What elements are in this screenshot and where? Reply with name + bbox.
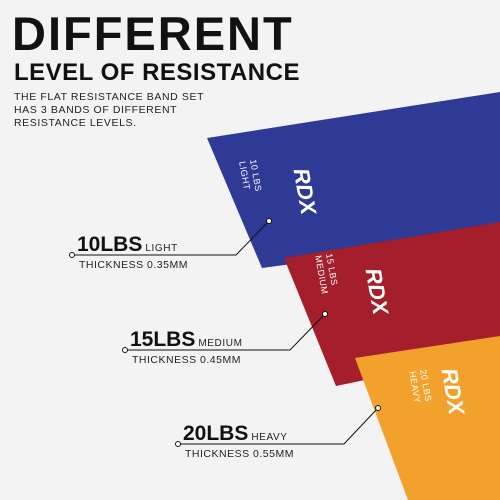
band-light	[207, 92, 500, 268]
weight-label: 10LBS LIGHT	[77, 233, 178, 256]
callout-dot	[266, 218, 272, 224]
thickness: THICKNESS 0.55MM	[185, 448, 294, 460]
callout-dot	[69, 252, 75, 258]
subheadline: LEVEL OF RESISTANCE	[14, 59, 300, 86]
callout: 20LBS HEAVY THICKNESS 0.55MM	[175, 405, 381, 460]
description-line: HAS 3 BANDS OF DIFFERENT	[14, 104, 177, 116]
callout-dot	[375, 405, 381, 411]
callout-dot	[122, 347, 128, 353]
callout-dot	[322, 311, 328, 317]
band-level: LIGHT	[237, 161, 252, 191]
callout: 10LBS LIGHT THICKNESS 0.35MM	[69, 218, 272, 271]
weight: 20LBS	[183, 422, 248, 445]
callout: 15LBS MEDIUM THICKNESS 0.45MM	[122, 311, 328, 366]
headline: DIFFERENT	[12, 7, 294, 60]
weight: 10LBS	[77, 233, 142, 256]
level: HEAVY	[251, 432, 287, 443]
level: LIGHT	[145, 243, 177, 254]
band-print: 10 LBS LIGHT	[237, 159, 263, 193]
description-line: THE FLAT RESISTANCE BAND SET	[14, 91, 204, 103]
level: MEDIUM	[198, 338, 242, 349]
band-heavy	[355, 336, 500, 500]
description-line: RESISTANCE LEVELS.	[14, 117, 137, 129]
weight-label: 15LBS MEDIUM	[130, 328, 243, 351]
thickness: THICKNESS 0.45MM	[132, 354, 241, 366]
callout-dot	[175, 441, 181, 447]
weight-label: 20LBS HEAVY	[183, 422, 288, 445]
thickness: THICKNESS 0.35MM	[79, 259, 188, 271]
weight: 15LBS	[130, 328, 195, 351]
